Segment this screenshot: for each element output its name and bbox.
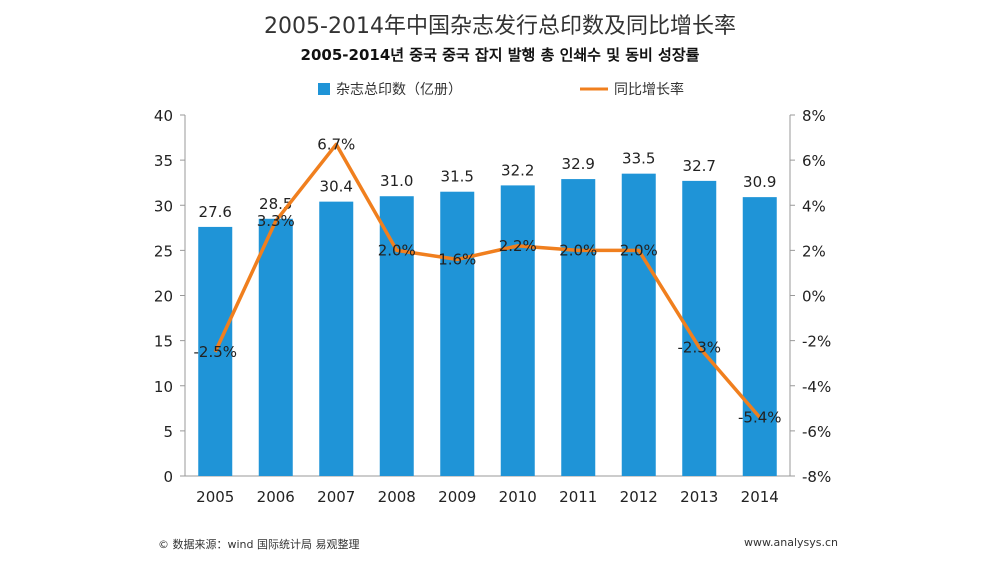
bar-value-label: 31.5: [441, 168, 474, 186]
growth-rate-line: [213, 142, 762, 419]
bar: [621, 173, 656, 476]
right-tick-label: -8%: [802, 468, 831, 486]
right-tick-label: 4%: [802, 197, 826, 215]
left-tick-label: 25: [154, 242, 173, 260]
growth-rate-label: 3.3%: [257, 212, 295, 230]
growth-rate-label: 2.0%: [620, 241, 658, 259]
growth-rate-label: -2.5%: [193, 343, 237, 361]
growth-rate-label: 2.0%: [559, 241, 597, 259]
legend-line-label: 同比增长率: [614, 81, 684, 98]
legend-bar-swatch: [318, 83, 330, 95]
x-tick-label: 2013: [680, 488, 718, 506]
x-tick-label: 2009: [438, 488, 476, 506]
left-tick-label: 20: [154, 288, 173, 306]
growth-rate-label: -5.4%: [738, 408, 782, 426]
bar: [440, 191, 475, 476]
right-tick-label: 6%: [802, 152, 826, 170]
bar-value-label: 30.9: [743, 173, 776, 191]
left-tick-label: 5: [163, 423, 173, 441]
bar-value-label: 33.5: [622, 150, 655, 168]
left-tick-label: 0: [163, 468, 173, 486]
x-tick-label: 2012: [620, 488, 658, 506]
left-tick-label: 30: [154, 197, 173, 215]
growth-rate-label: 1.6%: [438, 250, 476, 268]
right-tick-label: 0%: [802, 288, 826, 306]
bar-value-label: 32.9: [562, 155, 595, 173]
growth-rate-label: 2.2%: [499, 237, 537, 255]
growth-rate-label: -2.3%: [677, 338, 721, 356]
chart-title: 2005-2014年中国杂志发行总印数及同比增长率: [264, 14, 736, 39]
bar-value-label: 32.2: [501, 161, 534, 179]
x-tick-label: 2014: [741, 488, 779, 506]
legend-bar-label: 杂志总印数（亿册）: [336, 82, 462, 98]
right-tick-label: 8%: [802, 107, 826, 125]
chart-subtitle: 2005-2014년 중국 중국 잡지 발행 총 인쇄수 및 동비 성장률: [300, 46, 700, 64]
left-tick-label: 40: [154, 107, 173, 125]
bar-value-label: 27.6: [199, 203, 232, 221]
growth-rate-label: 2.0%: [378, 241, 416, 259]
x-tick-label: 2010: [499, 488, 537, 506]
left-tick-label: 35: [154, 152, 173, 170]
bar: [561, 179, 596, 476]
x-tick-label: 2007: [317, 488, 355, 506]
bar-value-label: 31.0: [380, 172, 413, 190]
left-tick-label: 10: [154, 378, 173, 396]
x-tick-label: 2005: [196, 488, 234, 506]
bar: [258, 218, 293, 476]
data-source-note: © 数据来源：wind 国际统计局 易观整理: [158, 538, 360, 551]
right-tick-label: 2%: [802, 242, 826, 260]
bar-value-label: 30.4: [320, 178, 353, 196]
bar: [379, 196, 414, 476]
left-tick-label: 15: [154, 333, 173, 351]
bar-value-label: 32.7: [683, 157, 716, 175]
x-tick-label: 2011: [559, 488, 597, 506]
bar: [319, 201, 354, 476]
x-tick-label: 2008: [378, 488, 416, 506]
website-url: www.analysys.cn: [744, 536, 838, 549]
growth-rate-label: 6.7%: [317, 135, 355, 153]
right-tick-label: -2%: [802, 333, 831, 351]
right-tick-label: -6%: [802, 423, 831, 441]
bar: [500, 185, 535, 476]
bar: [742, 197, 777, 476]
x-tick-label: 2006: [257, 488, 295, 506]
right-tick-label: -4%: [802, 378, 831, 396]
